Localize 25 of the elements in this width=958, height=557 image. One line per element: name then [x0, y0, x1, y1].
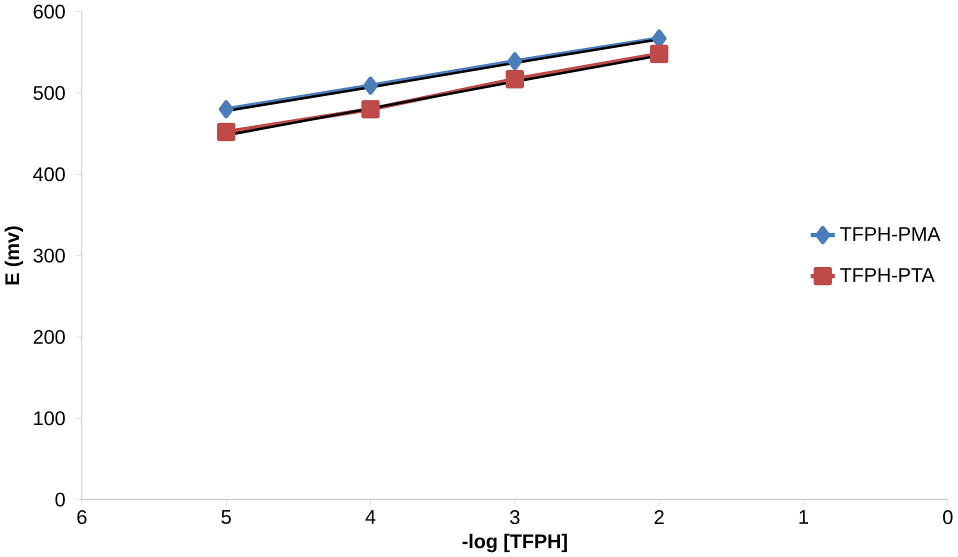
x-tick-label: 5 — [222, 510, 231, 524]
x-tick-label: 0 — [943, 510, 953, 524]
y-tick-label: 100 — [34, 411, 65, 426]
legend-label: TFPH-PMA — [840, 227, 940, 241]
x-tick-label: 4 — [365, 510, 376, 524]
y-tick-label: 0 — [55, 492, 65, 507]
legend-label: TFPH-PTA — [840, 268, 935, 282]
x-tick-label: 6 — [77, 510, 86, 524]
point — [363, 76, 378, 95]
x-tick-label: 1 — [800, 510, 808, 524]
x-tick-label: 2 — [654, 510, 664, 524]
y-axis-title: E (mv) — [4, 226, 24, 284]
y-tick-label: 600 — [34, 4, 65, 19]
x-tick-label: 3 — [510, 510, 520, 524]
y-tick-label: 400 — [33, 167, 65, 182]
point — [217, 122, 236, 142]
y-tick-label: 200 — [34, 330, 65, 344]
point — [218, 100, 234, 118]
point — [361, 100, 380, 118]
point — [507, 52, 522, 70]
point — [650, 44, 668, 64]
x-axis-title: -log [TFPH] — [462, 534, 567, 552]
y-tick-label: 500 — [34, 86, 65, 100]
y-tick-label: 300 — [33, 248, 65, 263]
point — [506, 70, 524, 88]
